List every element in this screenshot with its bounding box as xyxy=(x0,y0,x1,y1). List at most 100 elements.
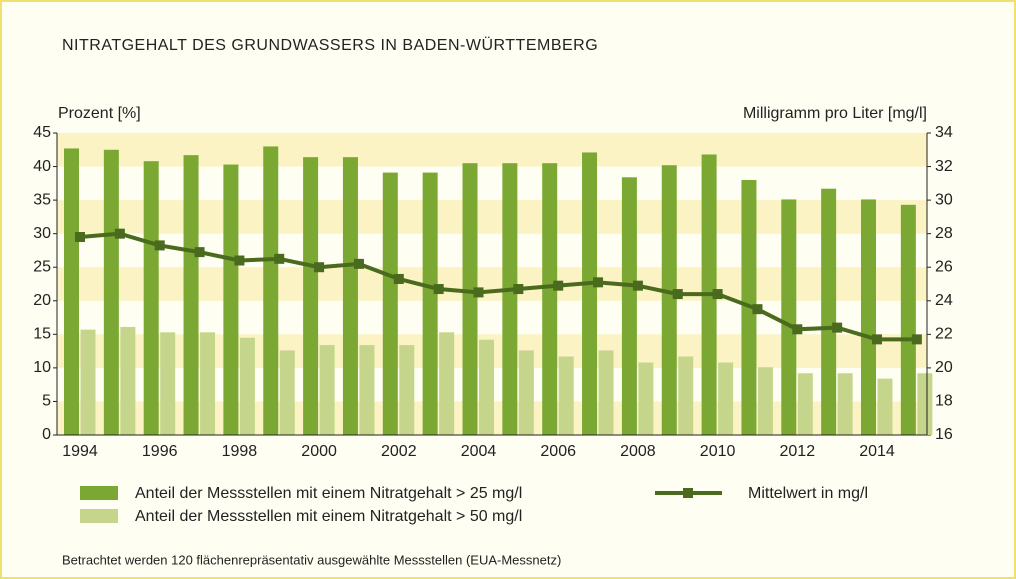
y-tick-label: 25 xyxy=(33,258,51,275)
marker xyxy=(672,289,683,300)
x-tick-label: 2006 xyxy=(540,443,576,460)
marker xyxy=(114,228,125,239)
y2-tick-label: 18 xyxy=(935,393,953,410)
marker xyxy=(792,324,803,335)
bar xyxy=(223,164,239,435)
y-tick-label: 0 xyxy=(42,426,51,443)
x-tick-label: 1998 xyxy=(222,443,258,460)
bar xyxy=(638,362,654,435)
marker xyxy=(632,280,643,291)
marker xyxy=(433,284,444,295)
marker xyxy=(593,277,604,288)
y2-tick-label: 34 xyxy=(935,124,953,141)
marker xyxy=(75,232,85,243)
y2-tick-label: 32 xyxy=(935,158,953,175)
bar xyxy=(900,204,916,435)
legend-label: Anteil der Messstellen mit einem Nitratg… xyxy=(135,508,522,525)
bar xyxy=(558,356,574,435)
bar xyxy=(917,373,933,435)
marker xyxy=(513,284,524,295)
marker xyxy=(872,334,882,345)
bar xyxy=(861,199,876,435)
bar xyxy=(143,161,159,436)
bar xyxy=(342,157,358,435)
bar xyxy=(239,337,255,435)
marker xyxy=(752,304,763,315)
bar xyxy=(621,177,637,435)
bar xyxy=(877,378,893,435)
x-tick-label: 2008 xyxy=(620,443,656,460)
marker xyxy=(154,240,165,251)
x-tick-label: 2004 xyxy=(461,443,497,460)
bar xyxy=(80,329,96,435)
bar xyxy=(518,350,534,435)
marker xyxy=(832,322,843,333)
bar xyxy=(279,350,295,435)
x-tick-label: 2014 xyxy=(859,443,895,460)
x-tick-label: 2002 xyxy=(381,443,417,460)
legend-swatch xyxy=(80,509,118,523)
marker xyxy=(314,262,325,273)
bar xyxy=(439,332,455,435)
bar xyxy=(103,149,119,435)
bar xyxy=(757,367,773,435)
bar xyxy=(462,163,478,435)
marker xyxy=(553,280,564,291)
y2-tick-label: 28 xyxy=(935,225,953,242)
bar xyxy=(263,146,279,435)
bar xyxy=(200,332,216,435)
bar xyxy=(781,199,797,435)
marker xyxy=(393,273,404,284)
x-tick-label: 1994 xyxy=(62,443,98,460)
band xyxy=(57,133,927,167)
bar xyxy=(678,356,694,435)
marker xyxy=(274,253,285,264)
bar xyxy=(718,362,734,435)
y2-tick-label: 26 xyxy=(935,258,953,275)
y-tick-label: 35 xyxy=(33,191,51,208)
y-axis-label: Prozent [%] xyxy=(58,105,141,122)
bar xyxy=(359,345,375,435)
marker xyxy=(712,289,723,300)
bar xyxy=(542,163,558,435)
bar xyxy=(120,326,136,435)
y2-tick-label: 22 xyxy=(935,326,953,343)
bar xyxy=(399,345,415,435)
legend-label: Mittelwert in mg/l xyxy=(748,485,868,502)
y-tick-label: 45 xyxy=(33,124,51,141)
chart-title: NITRATGEHALT DES GRUNDWASSERS IN BADEN-W… xyxy=(62,36,598,54)
y2-tick-label: 20 xyxy=(935,359,953,376)
y-tick-label: 40 xyxy=(33,158,51,175)
x-tick-label: 1996 xyxy=(142,443,178,460)
marker xyxy=(194,247,205,258)
y-tick-label: 20 xyxy=(33,292,51,309)
bar xyxy=(319,345,335,435)
x-tick-label: 2012 xyxy=(780,443,816,460)
bar xyxy=(303,157,319,435)
marker xyxy=(234,255,245,266)
y-tick-label: 10 xyxy=(33,359,51,376)
legend-marker xyxy=(683,488,693,498)
y-tick-label: 30 xyxy=(33,225,51,242)
bar xyxy=(837,373,853,435)
marker xyxy=(911,334,922,345)
bar xyxy=(382,172,398,435)
x-tick-label: 2000 xyxy=(301,443,337,460)
marker xyxy=(353,258,364,269)
bar xyxy=(183,155,199,435)
line xyxy=(79,231,917,342)
legend-swatch xyxy=(80,486,118,500)
y-tick-label: 5 xyxy=(42,393,51,410)
bar xyxy=(422,172,438,435)
bar xyxy=(797,373,813,435)
legend-label: Anteil der Messstellen mit einem Nitratg… xyxy=(135,485,522,502)
y2-tick-label: 16 xyxy=(935,426,953,443)
y2-tick-label: 24 xyxy=(935,292,953,309)
bar xyxy=(479,339,494,435)
marker xyxy=(473,287,484,298)
y-tick-label: 15 xyxy=(33,326,51,343)
bar xyxy=(64,148,79,436)
bar xyxy=(661,165,677,436)
